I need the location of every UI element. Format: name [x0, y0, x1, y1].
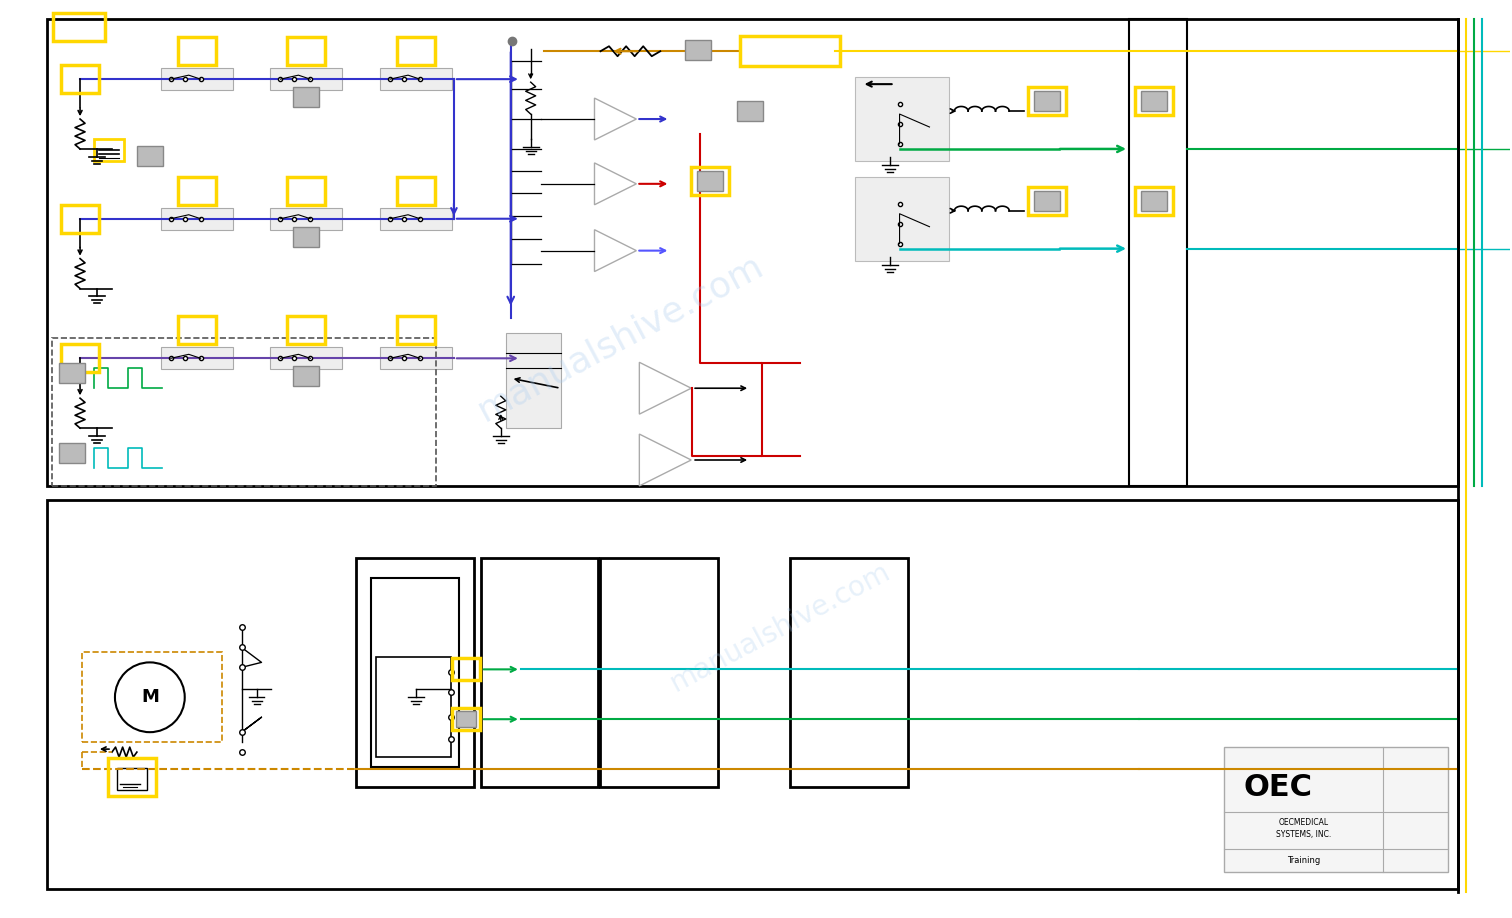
Bar	[107, 758, 156, 796]
Bar	[1034, 91, 1060, 111]
Bar	[789, 558, 907, 787]
Bar	[370, 577, 460, 767]
Bar	[178, 38, 216, 65]
Bar	[1129, 19, 1187, 486]
Bar	[47, 500, 1458, 889]
Bar	[60, 65, 98, 93]
Bar	[293, 87, 319, 107]
Bar	[376, 657, 451, 757]
Bar	[59, 364, 85, 383]
Bar	[47, 19, 1458, 486]
Bar	[94, 139, 124, 161]
Bar	[691, 167, 729, 195]
Bar	[138, 146, 163, 166]
Bar	[82, 653, 222, 742]
Bar	[697, 171, 723, 191]
Bar	[481, 558, 599, 787]
Bar	[1142, 91, 1167, 111]
Bar	[1034, 191, 1060, 211]
Bar	[452, 658, 479, 680]
Bar	[116, 768, 147, 790]
Bar	[1028, 87, 1066, 115]
Text: M: M	[141, 688, 159, 706]
Bar	[1142, 191, 1167, 211]
Bar	[736, 101, 764, 121]
Bar	[53, 14, 104, 41]
Bar	[854, 77, 950, 161]
Bar	[1028, 187, 1066, 215]
Bar	[380, 207, 452, 230]
Bar	[1136, 87, 1173, 115]
Text: manualshive.com: manualshive.com	[472, 249, 770, 428]
Bar	[271, 207, 342, 230]
Bar	[178, 177, 216, 205]
Bar	[160, 207, 233, 230]
Bar	[854, 177, 950, 261]
Bar	[1223, 747, 1448, 872]
Bar	[739, 37, 839, 66]
Bar	[293, 227, 319, 247]
Bar	[398, 38, 435, 65]
Bar	[380, 347, 452, 369]
Bar	[51, 339, 435, 486]
Bar	[457, 711, 476, 727]
Bar	[287, 177, 325, 205]
Bar	[160, 347, 233, 369]
Bar	[160, 68, 233, 90]
Bar	[685, 40, 711, 61]
Bar	[178, 317, 216, 344]
Bar	[600, 558, 718, 787]
Bar	[271, 68, 342, 90]
Bar	[398, 317, 435, 344]
Bar	[287, 38, 325, 65]
Bar	[452, 709, 479, 730]
Bar	[60, 205, 98, 232]
Bar	[398, 177, 435, 205]
Bar	[60, 344, 98, 373]
Text: OECMEDICAL
SYSTEMS, INC.: OECMEDICAL SYSTEMS, INC.	[1276, 819, 1331, 839]
Text: Training: Training	[1287, 856, 1320, 866]
Bar	[271, 347, 342, 369]
Text: manualshive.com: manualshive.com	[665, 557, 895, 698]
Bar	[357, 558, 473, 787]
Bar	[293, 366, 319, 386]
Bar	[287, 317, 325, 344]
Bar	[59, 443, 85, 463]
Bar	[380, 68, 452, 90]
Bar	[505, 333, 561, 428]
Bar	[1136, 187, 1173, 215]
Text: OEC: OEC	[1244, 773, 1312, 801]
